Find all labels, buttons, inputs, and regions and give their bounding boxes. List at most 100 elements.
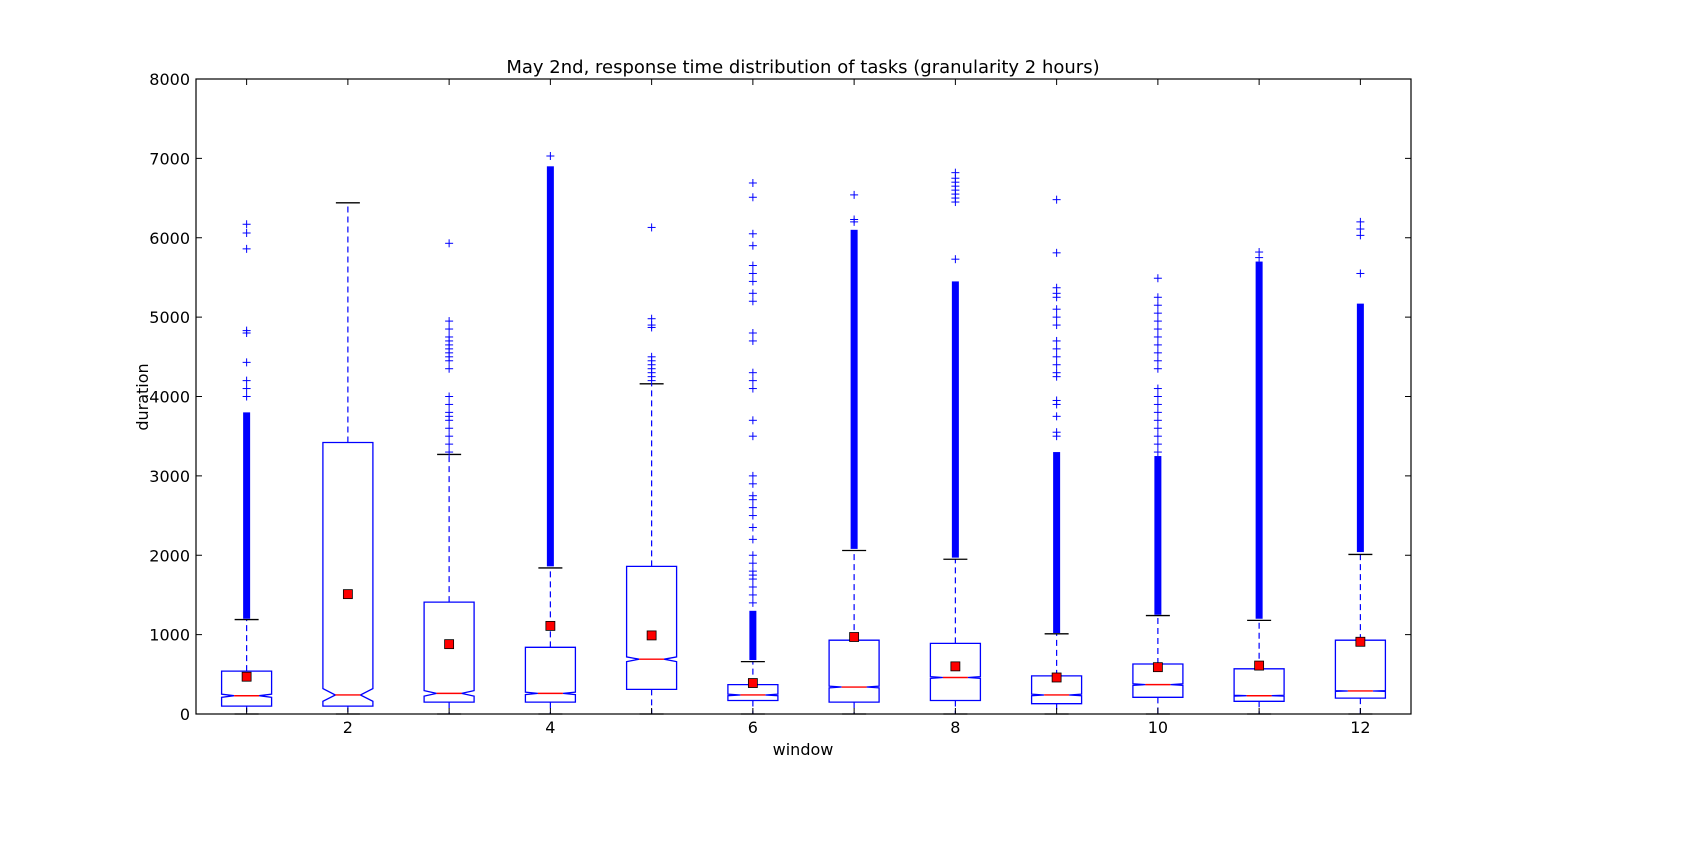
flier-point bbox=[1153, 340, 1162, 349]
flier-band bbox=[1154, 456, 1162, 615]
flier-band bbox=[243, 412, 251, 619]
flier-point bbox=[748, 583, 757, 591]
flier-band bbox=[749, 610, 757, 661]
flier-point bbox=[748, 471, 757, 480]
flier-point bbox=[1052, 360, 1061, 369]
flier-point bbox=[1153, 400, 1162, 409]
box-window-5 bbox=[625, 223, 678, 715]
flier-point bbox=[1153, 384, 1162, 393]
flier-point bbox=[748, 229, 757, 238]
mean-marker bbox=[1254, 660, 1265, 671]
box-body bbox=[1132, 663, 1184, 698]
x-tick-label: 6 bbox=[748, 718, 758, 737]
y-tick-label: 1000 bbox=[149, 626, 190, 645]
flier-point bbox=[242, 326, 251, 335]
flier-point bbox=[445, 325, 454, 334]
flier-point bbox=[1052, 248, 1061, 257]
box-body bbox=[322, 441, 374, 707]
mean-marker bbox=[545, 620, 556, 631]
flier-point bbox=[748, 479, 757, 488]
flier-point bbox=[1153, 424, 1162, 433]
box-window-7 bbox=[828, 190, 880, 715]
flier-point bbox=[1052, 283, 1061, 292]
flier-point bbox=[445, 239, 454, 248]
flier-point bbox=[748, 590, 757, 599]
flier-point bbox=[546, 151, 555, 160]
flier-point bbox=[748, 269, 757, 278]
mean-marker bbox=[849, 632, 860, 642]
flier-point bbox=[1153, 332, 1162, 341]
flier-point bbox=[748, 416, 757, 425]
flier-point bbox=[748, 523, 757, 532]
box-body bbox=[828, 639, 880, 703]
box-window-3 bbox=[423, 239, 475, 715]
y-tick-label: 5000 bbox=[149, 308, 190, 327]
axes: 0 1000 2000 3000 4000 5000 6000 7000 8000 2 4 6 8 10 1… bbox=[149, 70, 1412, 737]
box-window-8 bbox=[929, 168, 982, 715]
y-tick-label: 0 bbox=[180, 705, 190, 724]
flier-point bbox=[242, 244, 251, 253]
flier-band bbox=[1255, 261, 1263, 619]
box-window-1 bbox=[220, 220, 273, 715]
flier-band bbox=[1053, 452, 1061, 634]
flier-point bbox=[1153, 274, 1162, 283]
flier-point bbox=[1153, 317, 1162, 326]
flier-point bbox=[748, 297, 757, 306]
flier-point bbox=[951, 255, 960, 264]
flier-point bbox=[647, 314, 656, 323]
box-window-11 bbox=[1233, 248, 1285, 715]
flier-point bbox=[1153, 356, 1162, 365]
flier-point bbox=[748, 193, 757, 202]
y-tick-label: 7000 bbox=[149, 149, 190, 168]
flier-point bbox=[242, 358, 251, 367]
mean-marker bbox=[342, 589, 353, 600]
flier-point bbox=[1356, 269, 1365, 278]
flier-point bbox=[1052, 428, 1061, 437]
flier-point bbox=[445, 424, 454, 433]
flier-band bbox=[1356, 303, 1364, 553]
y-tick-label: 2000 bbox=[149, 546, 190, 565]
flier-point bbox=[445, 408, 454, 417]
flier-point bbox=[647, 352, 656, 361]
x-tick-label: 12 bbox=[1350, 718, 1370, 737]
box-window-12 bbox=[1334, 217, 1387, 715]
flier-point bbox=[748, 551, 757, 560]
plot-frame bbox=[195, 78, 1412, 715]
plot-area bbox=[220, 151, 1387, 715]
y-tick-label: 4000 bbox=[149, 388, 190, 407]
flier-band bbox=[951, 281, 959, 558]
mean-marker bbox=[444, 639, 455, 650]
y-axis-label: duration bbox=[133, 363, 152, 430]
flier-point bbox=[1052, 352, 1061, 361]
flier-point bbox=[445, 440, 454, 449]
box-window-10 bbox=[1132, 274, 1184, 715]
y-tick-label: 8000 bbox=[149, 70, 190, 89]
box-body bbox=[727, 683, 779, 702]
box-body bbox=[1334, 639, 1387, 699]
flier-point bbox=[748, 368, 757, 377]
flier-point bbox=[748, 277, 757, 286]
flier-point bbox=[748, 503, 757, 512]
flier-point bbox=[748, 432, 757, 441]
mean-marker bbox=[1051, 672, 1062, 683]
box-body bbox=[423, 601, 475, 703]
flier-point bbox=[748, 491, 757, 500]
x-tick-label: 4 bbox=[545, 718, 555, 737]
box-window-6 bbox=[727, 178, 779, 715]
flier-point bbox=[1153, 408, 1162, 417]
flier-point bbox=[1153, 392, 1162, 401]
flier-point bbox=[748, 535, 757, 544]
flier-band bbox=[850, 229, 858, 549]
flier-point bbox=[242, 228, 251, 237]
flier-point bbox=[647, 223, 656, 232]
flier-point bbox=[445, 392, 454, 401]
y-tick-label: 6000 bbox=[149, 229, 190, 248]
flier-point bbox=[748, 567, 757, 576]
flier-point bbox=[1153, 293, 1162, 302]
flier-point bbox=[445, 317, 454, 326]
flier-point bbox=[1052, 344, 1061, 353]
flier-point bbox=[242, 392, 251, 401]
flier-point bbox=[242, 384, 251, 393]
flier-point bbox=[850, 190, 859, 199]
